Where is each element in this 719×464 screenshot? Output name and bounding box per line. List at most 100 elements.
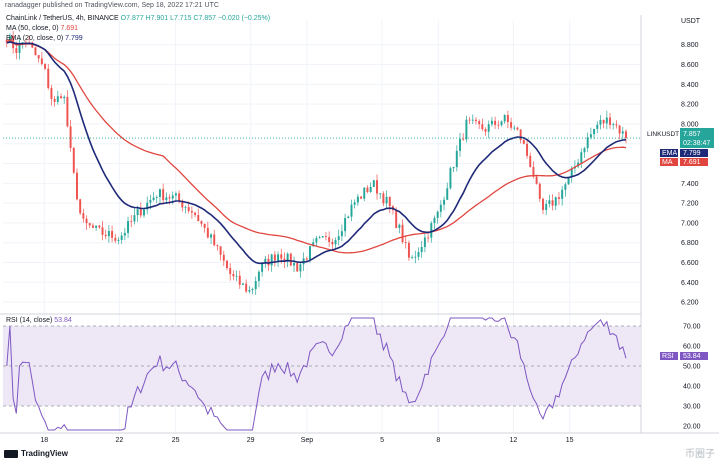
candle-body xyxy=(165,197,168,201)
ema-legend[interactable]: EMA (20, close, 0) 7.799 xyxy=(6,34,83,43)
candle-body xyxy=(155,196,158,198)
candle-body xyxy=(312,242,315,247)
candle-body xyxy=(50,88,53,99)
candle-body xyxy=(219,246,222,255)
candle-body xyxy=(538,183,541,199)
candle-body xyxy=(347,216,350,218)
rsi-tick-label: 20.00 xyxy=(683,424,701,431)
candle-body xyxy=(289,253,292,266)
candle-body xyxy=(439,204,442,212)
candle-body xyxy=(257,271,260,281)
candle-body xyxy=(216,245,219,247)
candle-body xyxy=(551,200,554,206)
candle-body xyxy=(360,196,363,199)
candle-body xyxy=(82,213,85,219)
svg-text:53.84: 53.84 xyxy=(683,353,701,360)
candle-body xyxy=(353,202,356,205)
candle-body xyxy=(548,200,551,205)
candle-body xyxy=(366,187,369,192)
candle-body xyxy=(143,209,145,216)
candle-body xyxy=(465,119,468,140)
candle-body xyxy=(53,98,56,102)
candle-body xyxy=(15,48,18,53)
svg-text:LINKUSDT: LINKUSDT xyxy=(647,131,679,138)
candle-body xyxy=(213,234,216,246)
candle-body xyxy=(554,197,557,206)
candle-body xyxy=(618,125,621,134)
candle-body xyxy=(516,127,519,130)
candle-body xyxy=(190,211,193,213)
tradingview-logo[interactable]: TradingView xyxy=(4,449,68,458)
candle-body xyxy=(589,134,592,138)
rsi-line xyxy=(6,317,627,431)
candle-body xyxy=(47,68,50,89)
candle-body xyxy=(232,274,235,277)
candle-body xyxy=(567,176,570,185)
time-tick-label: 12 xyxy=(510,437,518,444)
candle-body xyxy=(315,238,318,243)
axis-unit-label: USDT xyxy=(681,18,701,25)
candle-body xyxy=(497,124,500,126)
candle-body xyxy=(468,119,471,121)
candle-body xyxy=(503,115,506,122)
ema-legend-value: 7.799 xyxy=(65,35,83,42)
candle-body xyxy=(427,237,430,239)
candle-body xyxy=(104,234,107,237)
rsi-tick-label: 50.00 xyxy=(683,364,701,371)
candle-body xyxy=(226,260,228,269)
candle-body xyxy=(487,124,490,132)
candle-body xyxy=(200,221,203,224)
published-line: ranadagger published on TradingView.com,… xyxy=(5,2,219,9)
candle-body xyxy=(321,236,324,238)
price-tick-label: 6.200 xyxy=(681,300,699,307)
candle-body xyxy=(414,256,417,258)
candle-body xyxy=(171,195,174,199)
rsi-axis: 70.00 60.00 50.00 40.00 30.00 20.00 xyxy=(683,324,701,431)
candle-body xyxy=(404,242,407,243)
candle-body xyxy=(146,202,149,210)
candle-body xyxy=(111,231,114,238)
candle-body xyxy=(356,196,359,203)
candle-body xyxy=(69,126,72,148)
time-tick-label: 22 xyxy=(115,437,123,444)
candle-body xyxy=(615,124,618,126)
svg-text:7.799: 7.799 xyxy=(683,150,701,157)
candle-body xyxy=(85,218,88,224)
price-axis: 8.8008.6008.4008.2008.0007.8007.6007.400… xyxy=(681,42,699,306)
candle-body xyxy=(222,254,225,261)
svg-text:7.857: 7.857 xyxy=(683,131,701,138)
price-tick-label: 6.600 xyxy=(681,260,699,267)
time-tick-label: 25 xyxy=(172,437,180,444)
candle-body xyxy=(446,188,449,200)
ma-legend-label: MA (50, close, 0) xyxy=(6,25,59,32)
candle-body xyxy=(120,235,123,240)
candle-body xyxy=(66,96,69,127)
ema-legend-label: EMA (20, close, 0) xyxy=(6,35,64,42)
candle-body xyxy=(417,252,420,257)
candle-body xyxy=(251,289,254,291)
time-tick-label: 15 xyxy=(566,437,574,444)
candle-body xyxy=(557,197,560,199)
ma-legend[interactable]: MA (50, close, 0) 7.691 xyxy=(6,24,78,33)
candle-body xyxy=(273,254,276,261)
candle-body xyxy=(593,128,596,135)
candle-body xyxy=(609,117,612,125)
candle-body xyxy=(580,152,583,163)
candle-body xyxy=(500,121,503,126)
candle-body xyxy=(261,262,264,272)
ohlc-values: O7.877 H7.901 L7.715 C7.857 −0.020 (−0.2… xyxy=(120,15,271,22)
rsi-legend[interactable]: RSI (14, close) 53.84 xyxy=(6,316,72,325)
candle-body xyxy=(494,120,497,125)
candle-body xyxy=(395,210,398,229)
candle-body xyxy=(411,257,414,258)
candle-body xyxy=(599,119,602,125)
candle-body xyxy=(481,124,484,130)
ma-legend-value: 7.691 xyxy=(60,25,79,32)
svg-text:EMA: EMA xyxy=(662,150,678,157)
candle-body xyxy=(123,232,126,236)
candle-body xyxy=(127,221,130,233)
symbol-legend[interactable]: ChainLink / TetherUS, 4h, BINANCE O7.877… xyxy=(6,14,270,23)
candle-body xyxy=(350,204,353,217)
candle-body xyxy=(158,189,161,197)
